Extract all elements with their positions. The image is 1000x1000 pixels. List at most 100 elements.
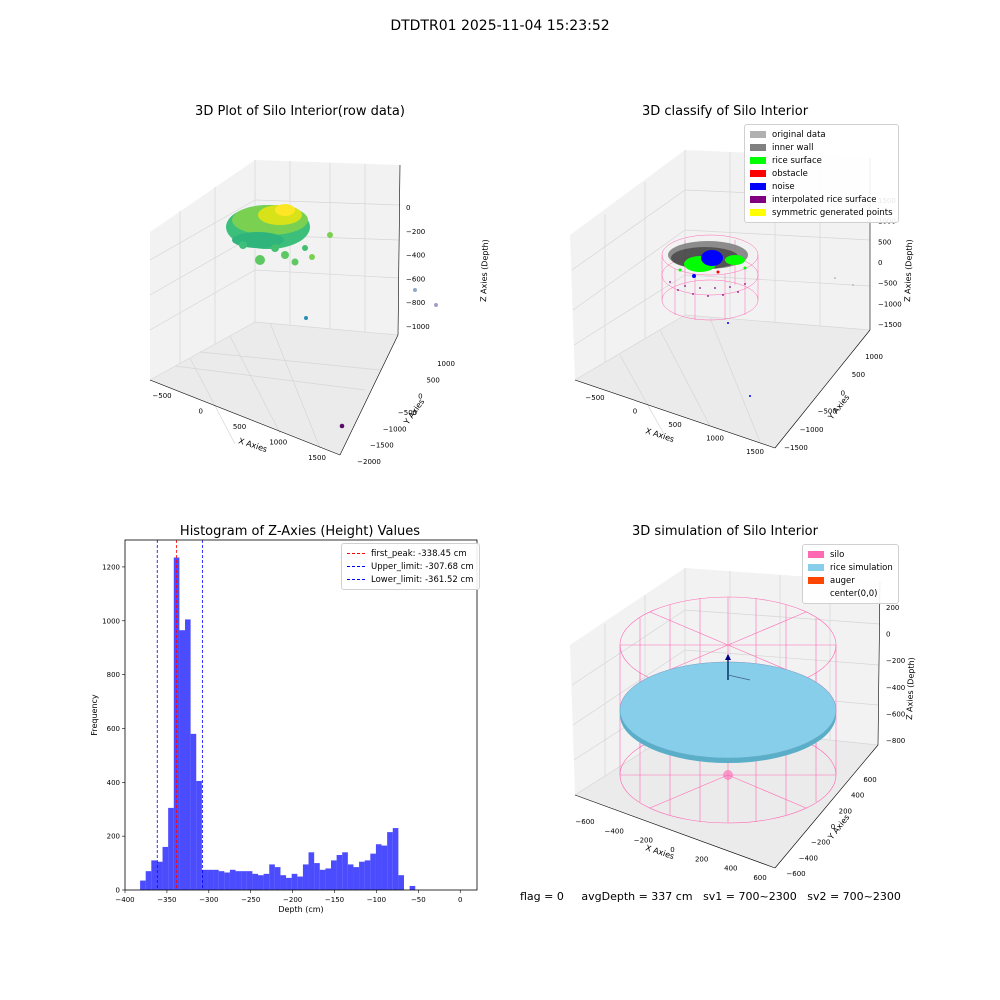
classify-z-tick-label: −500: [878, 280, 897, 288]
simulation-y-tick-label: −400: [799, 854, 818, 862]
histogram-legend-swatch: [347, 553, 365, 554]
histogram-bar: [319, 869, 326, 890]
histogram-ytick-label: 0: [116, 887, 120, 895]
classify-x-tick-label: 0: [633, 408, 637, 416]
histogram-bar: [196, 780, 202, 890]
histogram-xtick-label: 0: [458, 896, 462, 904]
histogram-legend-item: Lower_limit: -361.52 cm: [347, 573, 474, 586]
classify-legend-swatch: [750, 131, 766, 138]
histogram-ytick-label: 600: [107, 725, 120, 733]
histogram-legend: first_peak: -338.45 cm Upper_limit: -307.…: [341, 543, 480, 590]
simulation-y-tick-label: −600: [786, 870, 805, 878]
classify-point-cloud: [668, 241, 854, 397]
classify-legend-swatch: [750, 170, 766, 177]
simulation-legend-label: rice simulation: [830, 562, 893, 573]
sv1-text: sv1 = 700~2300: [703, 890, 797, 903]
histogram-bar: [151, 860, 157, 890]
raw-axis-lines: [149, 164, 401, 456]
simulation-legend-label: silo: [830, 549, 845, 560]
classify-legend-item: original data: [750, 128, 893, 141]
simulation-x-tick-label: 600: [753, 874, 766, 880]
histogram-legend-label: Upper_limit: -307.68 cm: [371, 561, 474, 572]
classify-legend-item: obstacle: [750, 167, 893, 180]
classify-y-tick-label: −1500: [784, 444, 808, 452]
histogram-xtick-label: −250: [241, 896, 260, 904]
histogram-xtick-label: −350: [157, 896, 176, 904]
simulation-ylabel: Y Axies: [826, 813, 852, 842]
histogram-chart: −400 −350 −300 −250 −200 −150 −100 −50 0 0 200 400…: [90, 539, 478, 914]
classify-y-tick-label: −500: [818, 408, 837, 416]
histogram-bar: [185, 619, 191, 890]
classify-legend-item: rice surface: [750, 154, 893, 167]
simulation-legend-swatch: [808, 577, 824, 584]
simulation-y-tick-label: 200: [839, 807, 852, 815]
histogram-xtick-label: −200: [283, 896, 302, 904]
classify-legend-label: obstacle: [772, 168, 808, 179]
histogram-bar: [398, 875, 405, 890]
histogram-bar: [375, 844, 382, 890]
classify-y-tick-label: 1000: [865, 353, 883, 361]
simulation-axis-lines: [574, 581, 881, 869]
histogram-xtick-label: −150: [325, 896, 344, 904]
classify-plot-title: 3D classify of Silo Interior: [641, 104, 809, 119]
simulation-legend: silo rice simulation auger center(0,0): [802, 544, 899, 604]
histogram-bar: [229, 869, 236, 890]
histogram-bar: [331, 860, 337, 890]
histogram-bar: [218, 871, 225, 890]
classify-x-tick-label: 1000: [706, 435, 724, 443]
histogram-bar: [308, 852, 315, 890]
histogram-legend-swatch: [347, 566, 365, 567]
histogram-bar: [241, 871, 247, 890]
histogram-bar: [190, 733, 197, 890]
classify-z-tick-label: 500: [878, 238, 891, 246]
histogram-xtick-label: −50: [411, 896, 426, 904]
simulation-y-tick-label: 600: [863, 776, 876, 784]
classify-x-tick-label: 500: [668, 421, 681, 429]
classify-legend-item: interpolated rice surface: [750, 193, 893, 206]
simulation-legend-swatch: [808, 551, 824, 558]
histogram-legend-item: first_peak: -338.45 cm: [347, 547, 474, 560]
raw-zlabel: Z Axies (Depth): [479, 239, 490, 302]
classify-legend-label: noise: [772, 181, 795, 192]
histogram-bar: [252, 873, 259, 890]
histogram-bar: [258, 875, 264, 890]
histogram-bar: [162, 846, 169, 890]
simulation-legend-swatch: [808, 564, 824, 571]
classify-legend-label: inner wall: [772, 142, 814, 153]
simulation-y-tick-label: 0: [831, 823, 835, 831]
simulation-z-tick-label: 200: [886, 604, 899, 612]
histogram-bar: [387, 832, 393, 890]
raw-x-tick-label: 1500: [308, 454, 326, 462]
raw-y-tick-label: −1500: [370, 442, 394, 450]
histogram-bar: [314, 863, 320, 890]
histogram-vlines: [156, 540, 203, 890]
classify-z-tick-label: −1500: [878, 321, 902, 329]
histogram-xtick-label: −100: [367, 896, 386, 904]
histogram-bar: [246, 871, 253, 890]
simulation-x-tick-label: −400: [605, 827, 624, 835]
raw-plot-title: 3D Plot of Silo Interior(row data): [195, 104, 405, 119]
classify-legend-item: symmetric generated points: [750, 206, 893, 219]
classify-legend-label: interpolated rice surface: [772, 194, 877, 205]
classify-legend-swatch: [750, 183, 766, 190]
raw-y-tick-label: 500: [426, 376, 439, 384]
histogram-bar: [336, 855, 343, 890]
simulation-plot-title: 3D simulation of Silo Interior: [632, 524, 818, 539]
histogram-bar: [235, 871, 242, 890]
histogram-legend-item: Upper_limit: -307.68 cm: [347, 560, 474, 573]
histogram-xlabel: Depth (cm): [278, 905, 323, 914]
histogram-bar: [280, 875, 287, 890]
histogram-bar: [297, 876, 303, 890]
simulation-legend-label: center(0,0): [830, 588, 878, 599]
histogram-bar: [392, 828, 399, 890]
histogram-xtick-label: −400: [115, 896, 134, 904]
histogram-bar: [263, 873, 270, 890]
simulation-x-tick-label: 0: [670, 846, 674, 854]
histogram-bar: [156, 861, 163, 890]
simulation-z-tick-label: 0: [886, 631, 890, 639]
figure-title: DTDTR01 2025-11-04 15:23:52: [390, 18, 610, 34]
sv2-text: sv2 = 700~2300: [807, 890, 901, 903]
histogram-ylabel: Frequency: [90, 694, 99, 736]
simulation-z-tick-label: −800: [886, 737, 905, 745]
histogram-bar: [179, 630, 186, 890]
